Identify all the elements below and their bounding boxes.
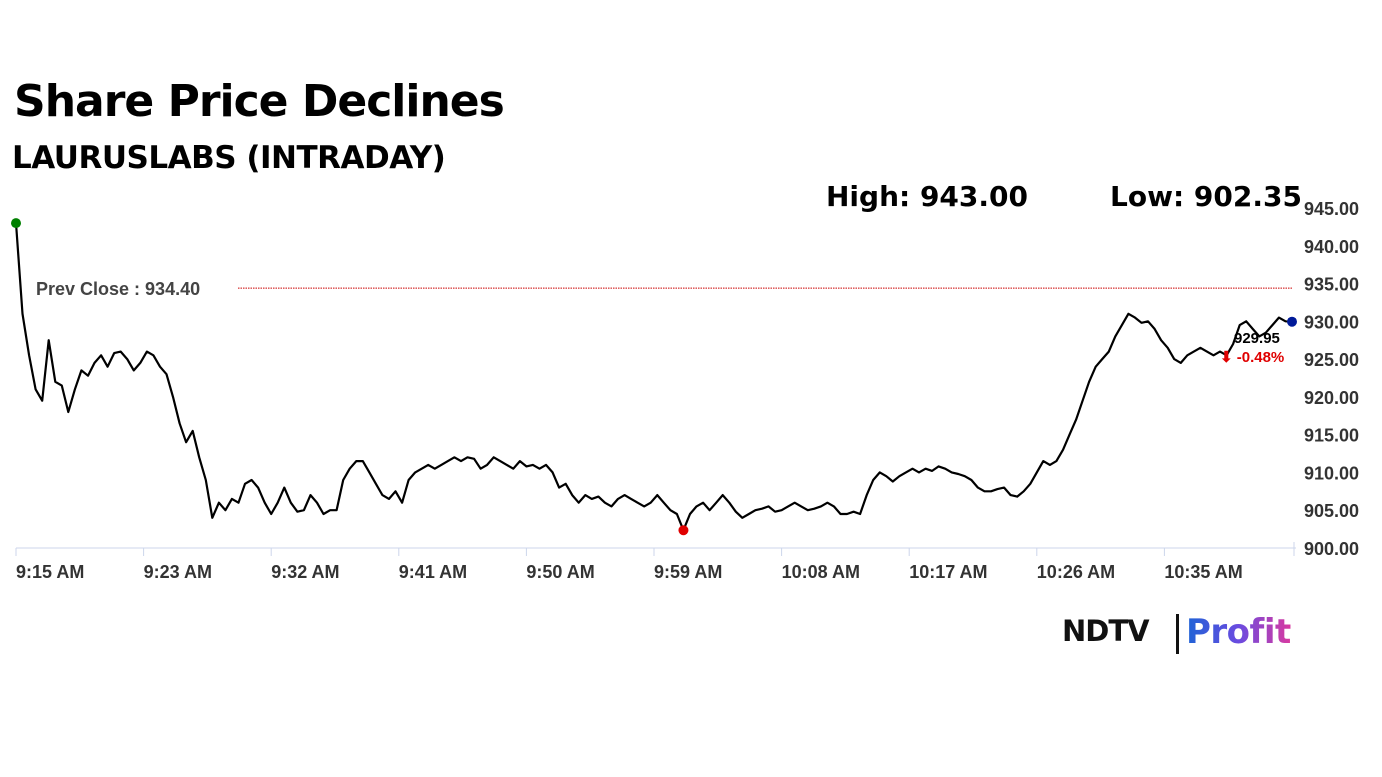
x-tick-label: 10:17 AM	[909, 562, 987, 582]
y-axis-labels: 945.00 940.00 935.00 930.00 925.00 920.00 915.…	[1304, 199, 1359, 559]
x-tick-label: 10:26 AM	[1037, 562, 1115, 582]
y-tick-label: 905.00	[1304, 501, 1359, 521]
y-tick-label: 900.00	[1304, 539, 1359, 559]
y-tick-label: 925.00	[1304, 350, 1359, 370]
y-tick-label: 935.00	[1304, 275, 1359, 295]
prev-close-label: Prev Close : 934.40	[36, 279, 200, 299]
high-marker	[11, 218, 21, 229]
price-line	[14, 223, 1293, 532]
logo-ndtv-text: NDTV	[1062, 614, 1150, 648]
change-percent-label: ⬇ -0.48%	[1220, 349, 1284, 366]
x-tick-label: 9:23 AM	[144, 562, 212, 582]
logo-divider	[1176, 614, 1179, 654]
x-tick-label: 9:41 AM	[399, 562, 467, 582]
y-tick-label: 920.00	[1304, 388, 1359, 408]
intraday-chart: Prev Close : 934.40 945.00 940.00 935.00 93…	[11, 199, 1359, 582]
x-tick-label: 9:15 AM	[16, 562, 84, 582]
x-axis-labels: 9:15 AM 9:23 AM 9:32 AM 9:41 AM 9:50 AM 9:59 …	[16, 562, 1243, 582]
y-tick-label: 915.00	[1304, 426, 1359, 446]
axes	[15, 542, 1296, 556]
x-tick-label: 10:35 AM	[1164, 562, 1242, 582]
logo-profit-text: Profit	[1186, 612, 1291, 652]
low-label: Low: 902.35	[1110, 180, 1302, 213]
last-price-label: 929.95	[1234, 330, 1280, 347]
page-title: Share Price Declines	[14, 76, 505, 127]
y-tick-label: 940.00	[1304, 237, 1359, 257]
high-label: High: 943.00	[826, 180, 1029, 213]
x-tick-label: 9:59 AM	[654, 562, 722, 582]
last-price-marker	[1287, 316, 1297, 327]
x-tick-label: 10:08 AM	[782, 562, 860, 582]
y-tick-label: 945.00	[1304, 199, 1359, 219]
x-tick-label: 9:50 AM	[526, 562, 594, 582]
chart-subtitle: LAURUSLABS (INTRADAY)	[12, 140, 446, 176]
y-tick-label: 930.00	[1304, 312, 1359, 332]
low-marker	[678, 525, 689, 536]
x-tick-label: 9:32 AM	[271, 562, 339, 582]
y-tick-label: 910.00	[1304, 463, 1359, 483]
